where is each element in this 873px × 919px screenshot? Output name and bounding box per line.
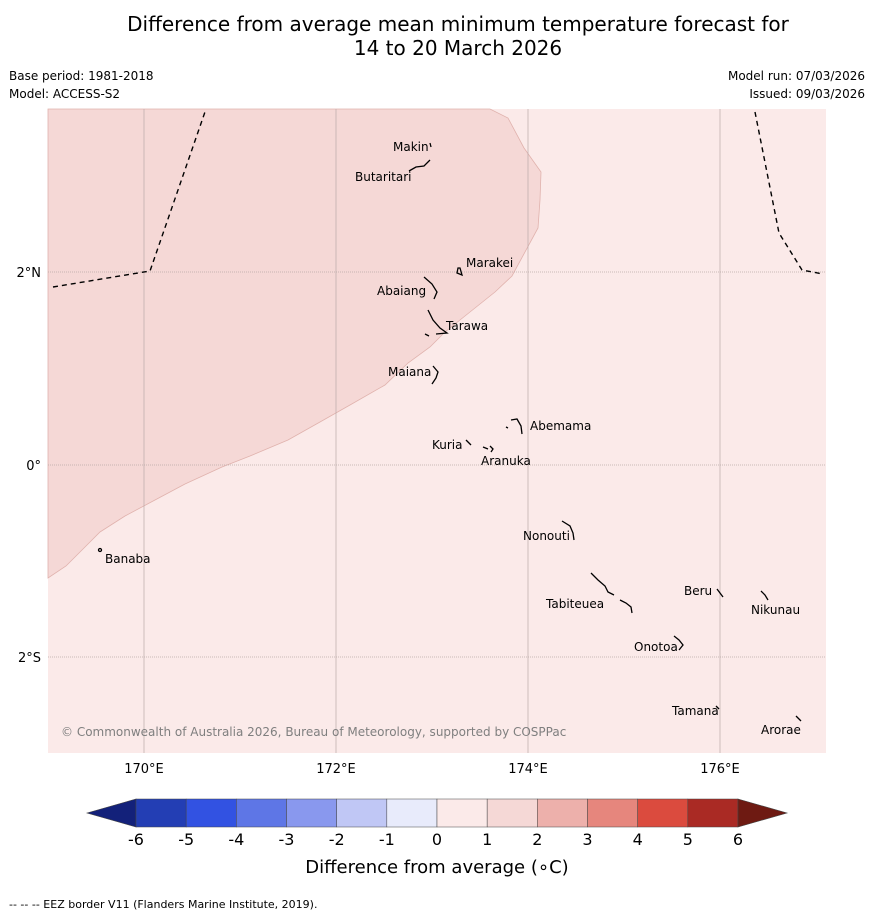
- lon-tick-170e: 170°E: [124, 762, 164, 777]
- island-abaiang-outline: [423, 276, 438, 300]
- lat-tick-0: 0°: [26, 459, 41, 474]
- label-marakei: Marakei: [466, 256, 513, 270]
- label-tamana: Tamana: [671, 704, 719, 718]
- label-onotoa: Onotoa: [634, 640, 678, 654]
- island-butaritari-outline: [408, 159, 431, 172]
- island-arorae-outline: [795, 715, 802, 722]
- label-arorae: Arorae: [761, 723, 801, 737]
- colorbar-extend-high: [737, 798, 789, 828]
- label-kuria: Kuria: [432, 438, 463, 452]
- lon-tick-172e: 172°E: [316, 762, 356, 777]
- island-banaba-outline: [97, 547, 103, 553]
- colorbar-tick-label: 4: [633, 830, 643, 849]
- island-tarawa-outline: [424, 309, 449, 337]
- title-line-2: 14 to 20 March 2026: [353, 36, 563, 60]
- label-banaba: Banaba: [105, 552, 151, 566]
- colorbar-ticks: -6 -5 -4 -3 -2 -1 0 1 2 3 4 5 6: [128, 830, 743, 849]
- island-nonouti-outline: [561, 520, 575, 541]
- copyright-notice: © Commonwealth of Australia 2026, Bureau…: [61, 725, 566, 739]
- colorbar-tick-label: -1: [379, 830, 395, 849]
- label-aranuka: Aranuka: [481, 454, 531, 468]
- colorbar-tick-label: 3: [582, 830, 592, 849]
- colorbar-segment: [386, 798, 438, 828]
- label-abaiang: Abaiang: [377, 284, 426, 298]
- label-nikunau: Nikunau: [751, 603, 800, 617]
- lon-tick-174e: 174°E: [508, 762, 548, 777]
- colorbar-segment: [336, 798, 388, 828]
- island-tabiteuea-outline: [590, 572, 633, 614]
- island-marakei-outline: [456, 267, 463, 277]
- colorbar-tick-label: -4: [228, 830, 244, 849]
- colorbar-tick-label: -6: [128, 830, 144, 849]
- label-makin: Makin: [393, 140, 429, 154]
- lat-tick-2n: 2°N: [17, 266, 42, 281]
- island-makin-outline: [429, 142, 432, 148]
- colorbar-segment: [587, 798, 638, 828]
- label-maiana: Maiana: [388, 365, 431, 379]
- colorbar-segment: [687, 798, 739, 828]
- meta-right: Model run: 07/03/2026 Issued: 09/03/2026: [728, 67, 865, 103]
- gridlines: [48, 109, 826, 753]
- anomaly-1-2-area: [47, 108, 542, 579]
- island-aranuka-outline: [482, 445, 494, 453]
- colorbar-tick-label: 0: [432, 830, 442, 849]
- eez-legend-note: -- -- -- EEZ border V11 (Flanders Marine…: [9, 898, 318, 911]
- colorbar-extend-low: [85, 798, 137, 828]
- colorbar-tick-label: 6: [733, 830, 743, 849]
- colorbar-segments: [135, 798, 739, 828]
- colorbar-segment: [436, 798, 488, 828]
- island-onotoa-outline: [673, 635, 684, 651]
- label-tarawa: Tarawa: [445, 319, 488, 333]
- island-tamana-outline: [715, 705, 720, 710]
- colorbar-tick-label: 5: [683, 830, 693, 849]
- island-beru-outline: [716, 588, 724, 598]
- colorbar-segment: [637, 798, 689, 828]
- colorbar-segment: [486, 798, 538, 828]
- colorbar-tick-label: -5: [178, 830, 194, 849]
- place-labels: Makin Butaritari Marakei Abaiang Tarawa …: [105, 140, 801, 737]
- colorbar-label: Difference from average (∘C): [305, 857, 568, 878]
- title-line-1: Difference from average mean minimum tem…: [127, 12, 789, 36]
- map-title: Difference from average mean minimum tem…: [0, 12, 873, 60]
- label-beru: Beru: [684, 584, 712, 598]
- label-nonouti: Nonouti: [523, 529, 570, 543]
- eez-border: [52, 108, 824, 288]
- island-abemama-outline: [505, 418, 523, 435]
- label-butaritari: Butaritari: [355, 170, 412, 184]
- label-abemama: Abemama: [530, 419, 591, 433]
- axis-ticks: 2°N 0° 2°S 170°E 172°E 174°E 176°E: [17, 266, 740, 777]
- eez-border-east: [754, 111, 824, 275]
- colorbar-segment: [286, 798, 337, 828]
- island-maiana-outline: [431, 365, 439, 385]
- label-tabiteuea: Tabiteuea: [545, 597, 604, 611]
- meta-left: Base period: 1981-2018 Model: ACCESS-S2: [9, 67, 154, 103]
- colorbar-tick-label: -2: [329, 830, 345, 849]
- colorbar-tick-label: -3: [279, 830, 295, 849]
- colorbar-segment: [236, 798, 287, 828]
- lat-tick-2s: 2°S: [18, 651, 41, 666]
- island-kuria-outline: [465, 439, 472, 446]
- colorbar-tick-label: 2: [532, 830, 542, 849]
- base-period: Base period: 1981-2018: [9, 69, 154, 83]
- island-outlines: [97, 142, 802, 722]
- colorbar-segment: [537, 798, 588, 828]
- model-run-date: Model run: 07/03/2026: [727, 69, 865, 83]
- island-nikunau-outline: [760, 590, 769, 601]
- colorbar-segment: [185, 798, 237, 828]
- colorbar: -6 -5 -4 -3 -2 -1 0 1 2 3 4 5 6 Difference from aver…: [85, 798, 789, 878]
- colorbar-tick-label: 1: [482, 830, 492, 849]
- model-name: Model: ACCESS-S2: [9, 87, 121, 101]
- colorbar-segment: [135, 798, 187, 828]
- issued-date: Issued: 09/03/2026: [749, 87, 865, 101]
- lon-tick-176e: 176°E: [700, 762, 740, 777]
